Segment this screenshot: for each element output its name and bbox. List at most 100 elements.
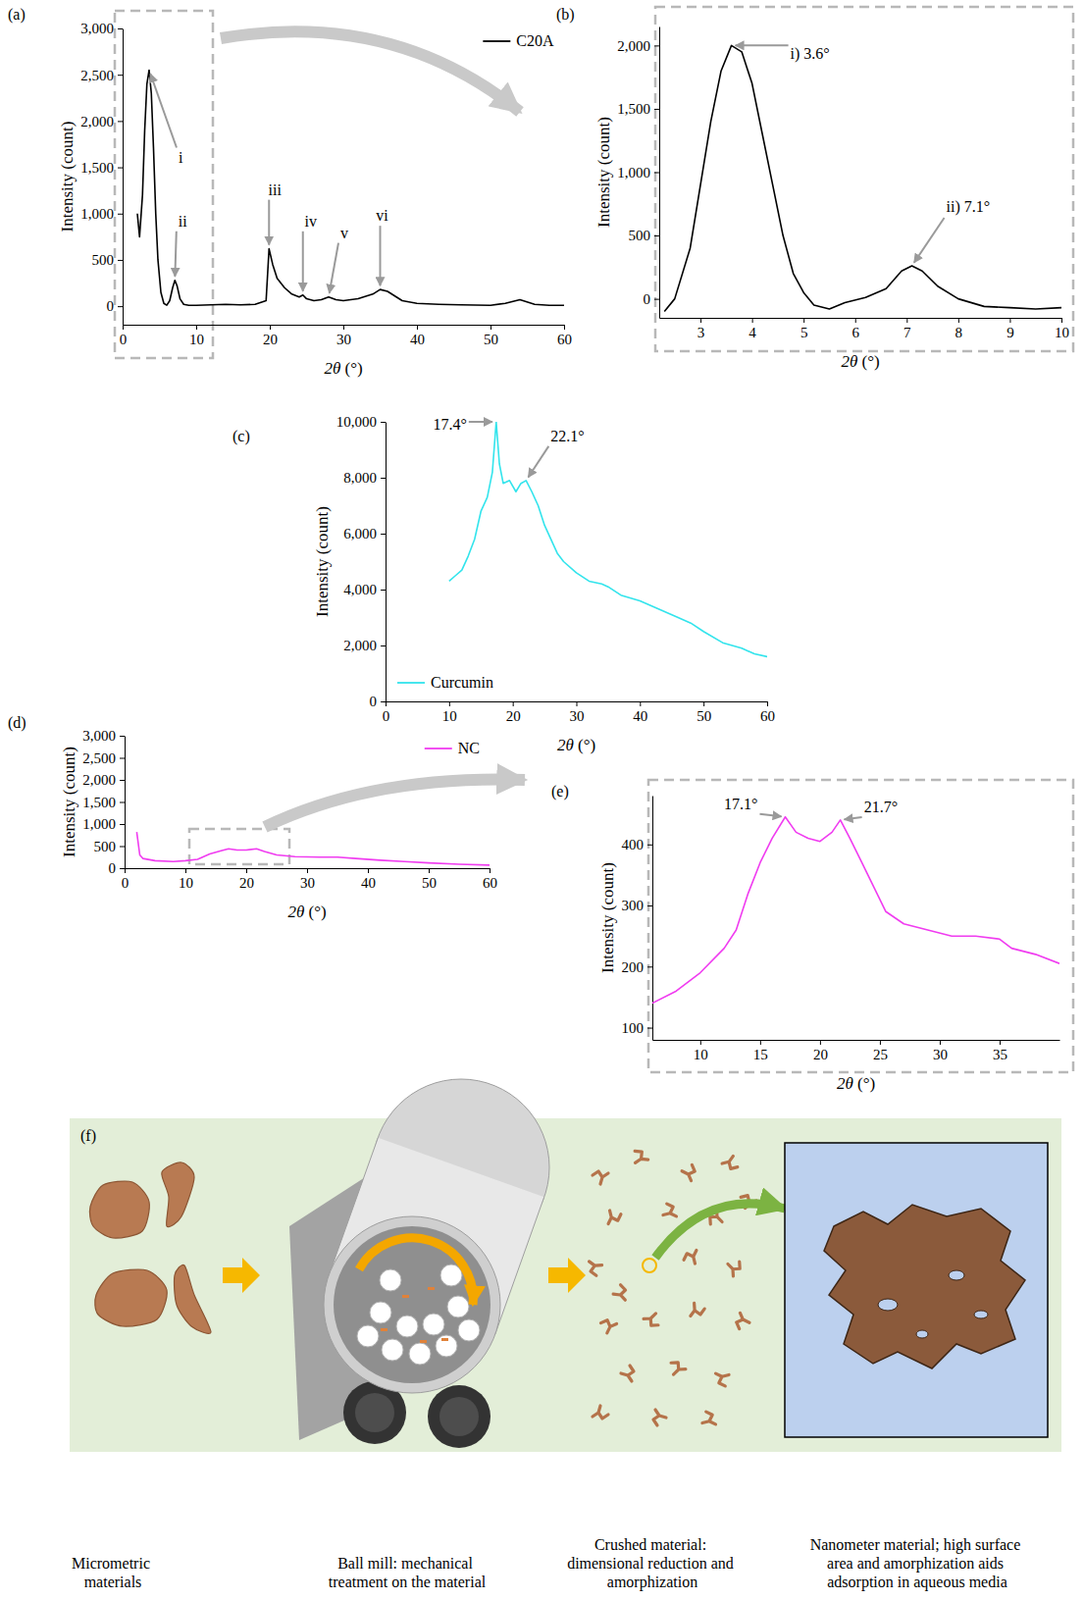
mill-fragment: [380, 1328, 388, 1332]
tick-label: 20: [262, 331, 278, 348]
annotation-arrow: [150, 73, 177, 148]
tick: 0: [119, 324, 128, 348]
annotation-arrow: [174, 231, 176, 277]
y-axis: 05001,0001,5002,000: [617, 27, 660, 319]
annotation-arrow: [379, 225, 382, 286]
zoom-arrow: [655, 1203, 785, 1258]
crushed-fragment: [723, 1257, 743, 1278]
y-axis-line: [385, 422, 387, 703]
tick: 400: [621, 836, 654, 853]
mill-ball: [357, 1325, 379, 1347]
tick-mark: [654, 45, 660, 47]
tick: 60: [557, 324, 572, 348]
legend-label: NC: [458, 739, 480, 757]
process-arrow: [548, 1257, 586, 1293]
tick-label: 35: [992, 1046, 1008, 1063]
caption: Nanometer material; high surface area an…: [810, 1536, 1026, 1592]
tick-mark: [767, 701, 769, 707]
x-axis-title: 2θ (°): [287, 902, 326, 922]
tick-label: 15: [753, 1046, 769, 1063]
tick: 0: [643, 291, 661, 308]
tick: 200: [621, 959, 654, 976]
tick-label: 10,000: [336, 413, 377, 430]
tick-mark: [654, 172, 660, 174]
tick: 1,500: [80, 159, 123, 176]
tick-mark: [119, 802, 125, 804]
tick-mark: [119, 868, 125, 870]
tick-mark: [647, 1028, 653, 1030]
mill-ball: [422, 1313, 445, 1336]
zoom-frame: [648, 779, 1074, 1073]
caption-line: Nanometer material; high surface: [810, 1536, 1026, 1554]
tick-label: 7: [903, 324, 912, 341]
tick-label: 50: [421, 875, 437, 891]
tick-label: 10: [189, 331, 205, 348]
tick-label: 0: [108, 860, 117, 877]
tick: 30: [300, 868, 315, 891]
tick-mark: [647, 966, 653, 968]
crushed-fragment: [587, 1257, 606, 1277]
y-axis-line: [122, 29, 124, 326]
caption-line: materials: [84, 1573, 143, 1591]
tick-mark: [958, 317, 960, 323]
annotation: iii: [268, 181, 283, 199]
x-axis-title: 2θ (°): [557, 735, 596, 755]
x-axis-title: 2θ (°): [323, 359, 362, 378]
tick: 1,000: [82, 816, 125, 832]
panel: 010203040506005001,0001,5002,0002,5003,0…: [7, 714, 525, 922]
tick-mark: [185, 868, 187, 874]
legend-swatch: [424, 747, 453, 750]
y-axis: 05001,0001,5002,0002,5003,000: [80, 20, 123, 325]
panel-label: (f): [80, 1127, 97, 1145]
tick-label: 20: [239, 875, 255, 891]
y-axis-title: Intensity (count): [59, 746, 79, 858]
x-axis: 0102030405060: [382, 701, 775, 724]
tick: 500: [628, 227, 661, 244]
zoom-arrow: [220, 31, 520, 112]
tick-mark: [119, 779, 125, 781]
tick: 8: [955, 317, 964, 341]
tick: 30: [569, 701, 585, 724]
tick: 50: [696, 701, 712, 724]
tick: 1,500: [617, 101, 660, 117]
rotation-arrow: [359, 1238, 473, 1305]
tick-mark: [117, 259, 123, 261]
x-axis-title: 2θ (°): [836, 1074, 876, 1093]
micrometric-particle: [89, 1181, 150, 1239]
x-axis-title-unit: (°): [340, 359, 362, 378]
tick-mark: [380, 645, 386, 647]
plot-area: [664, 45, 1062, 311]
tick: 100: [621, 1020, 654, 1036]
tick: 0: [382, 701, 391, 724]
tick-mark: [879, 1039, 881, 1045]
x-axis: 101520253035: [653, 1039, 1061, 1063]
tick-label: 1,500: [82, 794, 116, 811]
tick-mark: [385, 701, 387, 707]
tick: 7: [903, 317, 912, 341]
tick: 40: [410, 324, 425, 348]
nano-pore: [916, 1330, 929, 1339]
tick-mark: [752, 317, 754, 323]
tick-mark: [380, 589, 386, 591]
legend-label: Curcumin: [430, 673, 494, 691]
caption: Crushed material: dimensional reduction …: [567, 1536, 738, 1592]
tick-mark: [124, 868, 126, 874]
tick-mark: [639, 701, 641, 707]
y-axis-title: Intensity (count): [312, 506, 332, 618]
tick-mark: [1061, 317, 1063, 323]
data-line: [652, 817, 1060, 1004]
tick-mark: [117, 74, 123, 76]
tick-label: 60: [760, 708, 775, 724]
tick: 60: [760, 701, 775, 724]
tick-label: 60: [557, 331, 572, 348]
crushed-fragment: [681, 1248, 702, 1268]
diagram: (f)Micrometric materialsBall mill: mecha…: [69, 1079, 1062, 1592]
tick-mark: [380, 421, 386, 423]
caption-line: treatment on the material: [328, 1573, 487, 1591]
tick-mark: [122, 324, 124, 330]
tick-label: 3: [697, 324, 706, 341]
tick-mark: [489, 868, 491, 874]
tick-label: 3,000: [82, 727, 116, 744]
tick-label: 30: [569, 708, 585, 724]
tick: 4,000: [343, 581, 386, 598]
